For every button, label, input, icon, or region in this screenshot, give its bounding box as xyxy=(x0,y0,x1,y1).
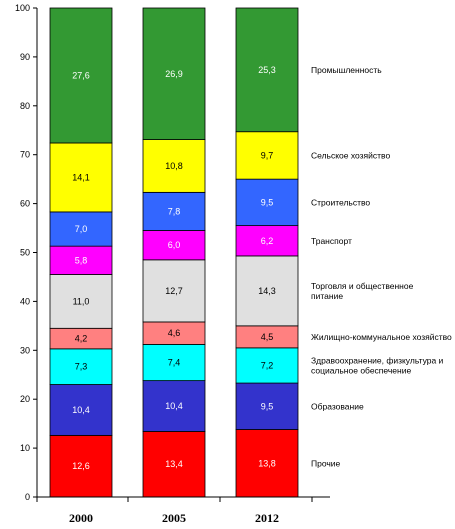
data-label: 4,6 xyxy=(168,328,181,338)
legend-label: Торговля и общественное xyxy=(311,281,414,291)
bar-segment xyxy=(235,347,299,384)
data-label: 26,9 xyxy=(165,69,183,79)
legend-label: Сельское хозяйство xyxy=(311,150,390,160)
legend-label: Здравоохранение, физкультура и xyxy=(311,355,444,365)
data-label: 9,7 xyxy=(261,150,274,160)
x-axis: 2000 2005 2012 xyxy=(36,496,330,525)
legend-label: Образование xyxy=(311,401,364,411)
bar-segment xyxy=(142,191,206,231)
legend-label: Строительство xyxy=(311,197,370,207)
bar-segment xyxy=(49,245,113,275)
bars: 12,6 10,4 7,3 4,2 11,0 5,8 7,0 14,1 27,6 13,4 10,4… xyxy=(49,7,299,498)
bar-segment xyxy=(49,7,113,144)
y-tick-label: 70 xyxy=(20,150,30,160)
bar-segment xyxy=(49,434,113,498)
y-tick-label: 60 xyxy=(20,199,30,209)
data-label: 9,5 xyxy=(261,401,274,411)
data-label: 7,0 xyxy=(75,224,88,234)
y-tick-label: 0 xyxy=(25,492,30,502)
bar-segment xyxy=(49,274,113,329)
data-label: 7,3 xyxy=(75,362,88,372)
legend-label: Жилищно-коммунальное хозяйство xyxy=(311,332,452,342)
bar-segment xyxy=(142,380,206,432)
legend-label: Прочие xyxy=(311,458,341,468)
x-tick-label: 2005 xyxy=(162,511,186,525)
data-label: 27,6 xyxy=(72,70,90,80)
data-label: 25,3 xyxy=(258,65,276,75)
bar-segment xyxy=(142,431,206,498)
bar-segment xyxy=(235,225,299,257)
data-label: 7,8 xyxy=(168,206,181,216)
data-label: 10,4 xyxy=(165,401,183,411)
y-tick-label: 80 xyxy=(20,101,30,111)
bar-segment xyxy=(142,259,206,323)
legend: Промышленность Сельское хозяйство Строител… xyxy=(311,65,452,468)
bar-segment xyxy=(142,344,206,382)
bar-segment xyxy=(235,7,299,133)
data-label: 13,4 xyxy=(165,459,183,469)
y-tick-label: 100 xyxy=(15,3,30,13)
bar-segment xyxy=(235,255,299,327)
data-label: 6,0 xyxy=(168,240,181,250)
x-tick-label: 2012 xyxy=(255,511,279,525)
data-label: 11,0 xyxy=(73,296,90,306)
bar-segment xyxy=(235,131,299,180)
data-label: 9,5 xyxy=(261,197,274,207)
data-label: 4,5 xyxy=(261,332,274,342)
legend-label: питание xyxy=(311,291,343,301)
data-label: 12,7 xyxy=(165,286,183,296)
legend-label: Транспорт xyxy=(311,236,352,246)
data-label: 14,3 xyxy=(258,286,276,296)
bar-segment xyxy=(142,7,206,140)
y-tick-label: 10 xyxy=(20,443,30,453)
data-label: 10,4 xyxy=(72,405,90,415)
y-tick-label: 90 xyxy=(20,52,30,62)
y-axis: 0 10 20 30 40 50 60 70 80 90 100 xyxy=(15,3,38,502)
data-label: 6,2 xyxy=(261,236,274,246)
bar-segment xyxy=(235,178,299,227)
y-tick-label: 20 xyxy=(20,394,30,404)
legend-label: Промышленность xyxy=(311,65,382,75)
bar-segment xyxy=(235,382,299,430)
x-tick-label: 2000 xyxy=(69,511,93,525)
y-tick-label: 40 xyxy=(20,296,30,306)
bar-segment xyxy=(142,139,206,193)
bar-segment xyxy=(49,211,113,247)
data-label: 7,4 xyxy=(168,358,181,368)
bar-segment xyxy=(235,429,299,498)
legend-label: социальное обеспечение xyxy=(311,365,411,375)
bar-segment xyxy=(142,230,206,261)
data-label: 10,8 xyxy=(165,161,183,171)
data-label: 5,8 xyxy=(75,255,88,265)
data-label: 12,6 xyxy=(72,461,90,471)
y-tick-label: 50 xyxy=(20,248,30,258)
data-label: 7,2 xyxy=(261,360,274,370)
data-label: 14,1 xyxy=(72,172,90,182)
data-label: 13,8 xyxy=(258,458,276,468)
y-tick-label: 30 xyxy=(20,345,30,355)
data-label: 4,2 xyxy=(75,334,88,344)
